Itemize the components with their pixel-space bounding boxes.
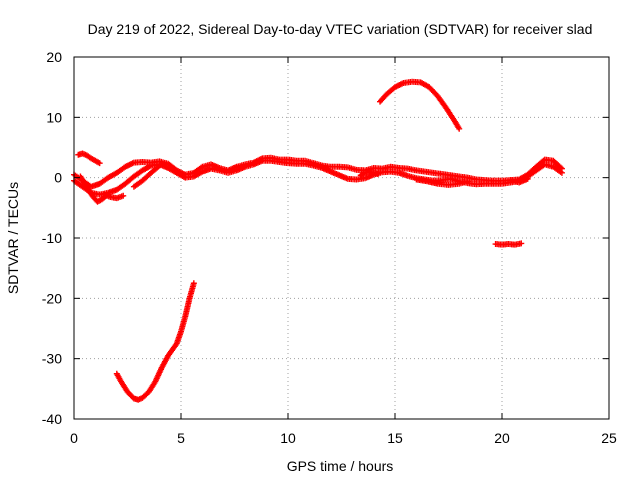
data-point	[156, 162, 163, 169]
data-point	[190, 280, 197, 287]
y-tick-label: -30	[42, 351, 62, 367]
y-tick-label: -40	[42, 411, 62, 427]
data-point	[96, 160, 103, 167]
data-point	[374, 171, 381, 178]
data-point	[456, 125, 463, 132]
series-dip-B	[100, 191, 127, 202]
x-tick-label: 25	[601, 430, 617, 446]
data-point	[464, 178, 471, 185]
data-point	[518, 240, 525, 247]
chart-title: Day 219 of 2022, Sidereal Day-to-day VTE…	[88, 21, 593, 37]
data-points	[71, 78, 565, 403]
x-tick-label: 15	[387, 430, 403, 446]
series-arc-high	[377, 78, 463, 132]
data-point	[120, 192, 127, 199]
y-tick-label: 20	[46, 49, 62, 65]
y-tick-label: 10	[46, 109, 62, 125]
series-rise	[130, 162, 163, 190]
y-tick-label: 0	[54, 170, 62, 186]
y-axis-label: SDTVAR / TECUs	[5, 182, 21, 294]
axis-ticks: 0 5 10 15 20 25 -40 -30 -20 -10 0 10 20	[42, 49, 617, 446]
series-late-dip	[507, 175, 531, 186]
data-point	[155, 163, 162, 170]
y-tick-label: -20	[42, 290, 62, 306]
data-point	[524, 175, 531, 182]
series-short-neg	[492, 240, 525, 248]
x-axis-label: GPS time / hours	[287, 458, 394, 474]
x-tick-label: 20	[494, 430, 510, 446]
series-evening	[357, 168, 381, 179]
x-tick-label: 0	[70, 430, 78, 446]
series-early-start	[75, 150, 103, 167]
data-point	[558, 169, 565, 176]
x-tick-label: 5	[177, 430, 185, 446]
series-deep-pass	[113, 280, 197, 403]
y-tick-label: -10	[42, 230, 62, 246]
grid-lines	[74, 57, 609, 419]
x-tick-label: 10	[280, 430, 296, 446]
series-tail	[413, 176, 471, 188]
